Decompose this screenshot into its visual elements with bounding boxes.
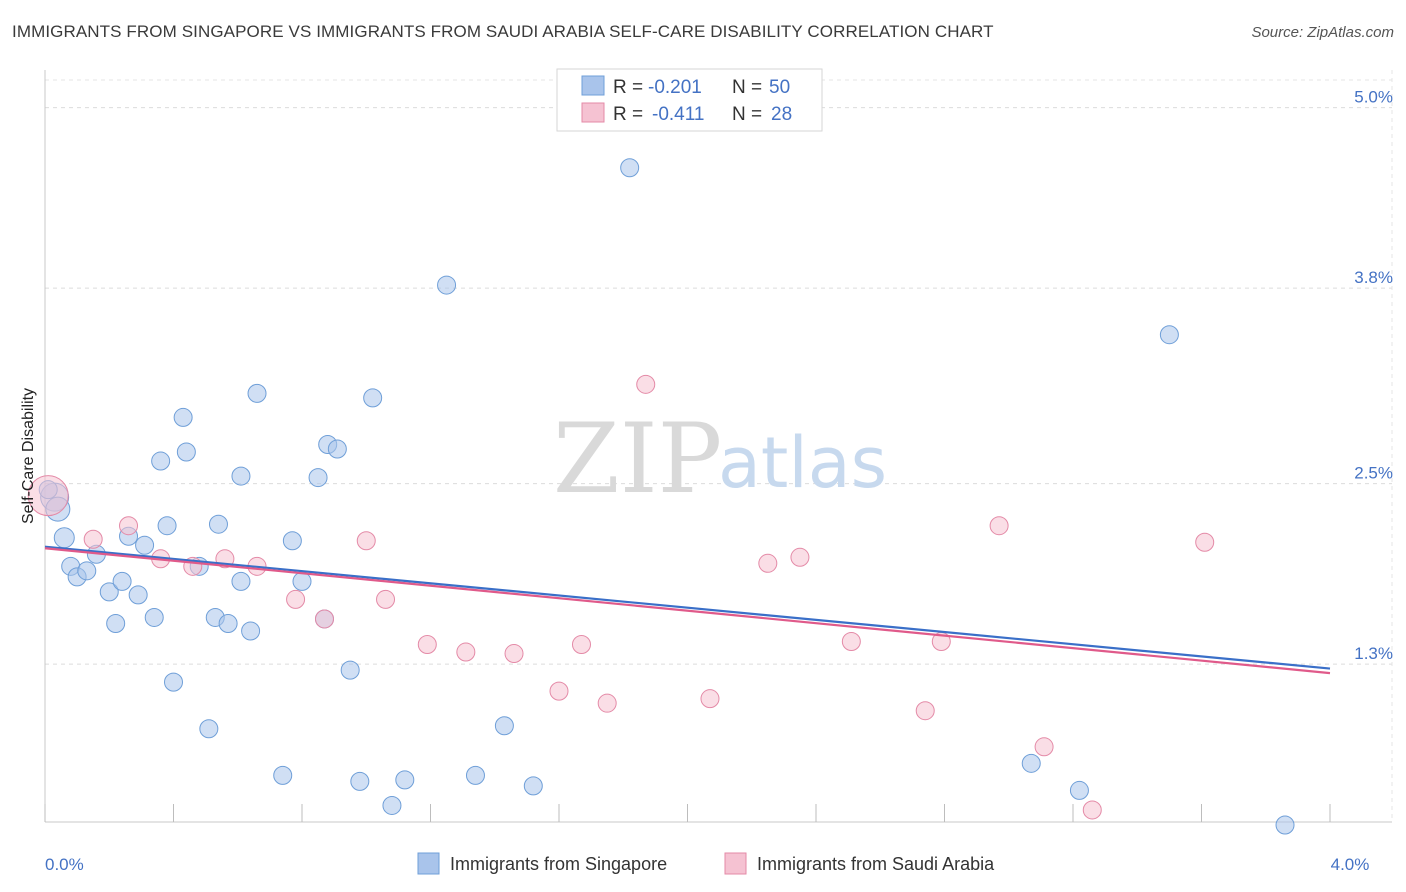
point-singapore — [247, 383, 267, 403]
point-saudi-arabia — [549, 681, 569, 701]
point-singapore — [106, 613, 126, 633]
legend-r-value-saudi: -0.411 — [652, 104, 704, 125]
point-singapore — [199, 719, 219, 739]
legend-r-value-singapore: -0.201 — [648, 77, 702, 98]
point-singapore — [1159, 325, 1179, 345]
point-singapore — [437, 275, 457, 295]
point-saudi-arabia — [989, 516, 1009, 536]
legend-swatch-saudi — [581, 102, 605, 123]
data-points — [27, 158, 1295, 835]
point-singapore — [53, 527, 75, 549]
point-singapore — [327, 439, 347, 459]
watermark-zip: ZIP — [553, 403, 722, 515]
point-singapore — [350, 771, 370, 791]
legend-swatch-singapore — [581, 75, 605, 96]
watermark-atlas: atlas — [718, 422, 887, 504]
legend-n-value-singapore: 50 — [769, 77, 790, 98]
chart-title: IMMIGRANTS FROM SINGAPORE VS IMMIGRANTS … — [12, 22, 994, 41]
point-saudi-arabia — [841, 632, 861, 652]
point-singapore — [282, 531, 302, 551]
point-saudi-arabia — [571, 635, 591, 655]
point-singapore — [1021, 753, 1041, 773]
x-tick-labels: 0.0% 4.0% — [45, 855, 1369, 874]
legend-n-label-2: N = — [732, 104, 762, 125]
point-saudi-arabia — [758, 553, 778, 573]
point-singapore — [208, 514, 228, 534]
point-singapore — [135, 535, 155, 555]
point-saudi-arabia — [1034, 737, 1054, 757]
point-singapore — [340, 660, 360, 680]
point-singapore — [1069, 780, 1089, 800]
point-singapore — [395, 770, 415, 790]
point-singapore — [231, 571, 251, 591]
point-saudi-arabia — [286, 589, 306, 609]
point-saudi-arabia — [83, 529, 103, 549]
point-singapore — [99, 582, 119, 602]
trend-line-singapore — [44, 545, 1331, 670]
x-tick-label: 4.0% — [1331, 855, 1370, 874]
point-saudi-arabia — [700, 689, 720, 709]
point-saudi-arabia — [636, 374, 656, 394]
point-singapore — [144, 607, 164, 627]
legend-r-label-2: R = — [613, 104, 643, 125]
source-credit: Source: ZipAtlas.com — [1251, 24, 1394, 41]
point-singapore — [465, 765, 485, 785]
point-saudi-arabia — [376, 589, 396, 609]
legend-n-value-saudi: 28 — [771, 104, 792, 125]
point-saudi-arabia — [356, 531, 376, 551]
series-legend-label-saudi: Immigrants from Saudi Arabia — [757, 854, 995, 874]
stats-legend: R = -0.201 N = 50 R = -0.411 N = 28 — [556, 68, 823, 132]
point-saudi-arabia — [790, 547, 810, 567]
point-singapore — [494, 716, 514, 736]
point-singapore — [231, 466, 251, 486]
point-singapore — [382, 795, 402, 815]
point-saudi-arabia — [1195, 532, 1215, 552]
point-saudi-arabia — [597, 693, 617, 713]
point-singapore — [523, 776, 543, 796]
watermark: ZIP atlas — [553, 403, 887, 515]
point-singapore — [363, 388, 383, 408]
point-singapore — [218, 613, 238, 633]
point-singapore — [176, 442, 196, 462]
y-tick-label: 2.5% — [1354, 464, 1393, 483]
y-tick-label: 1.3% — [1354, 644, 1393, 663]
point-saudi-arabia — [27, 475, 69, 517]
point-singapore — [308, 468, 328, 488]
y-tick-label: 3.8% — [1354, 268, 1393, 287]
point-saudi-arabia — [504, 644, 524, 664]
axes — [44, 70, 1392, 823]
point-singapore — [273, 765, 293, 785]
trend-lines — [44, 545, 1331, 675]
point-saudi-arabia — [314, 609, 334, 629]
series-legend-swatch-saudi — [724, 852, 747, 875]
y-tick-label: 5.0% — [1354, 88, 1393, 107]
x-tick-label: 0.0% — [45, 855, 84, 874]
point-saudi-arabia — [119, 516, 139, 536]
point-singapore — [292, 571, 312, 591]
series-legend-swatch-singapore — [417, 852, 440, 875]
point-singapore — [620, 158, 640, 178]
point-singapore — [173, 407, 193, 427]
point-singapore — [241, 621, 261, 641]
point-singapore — [128, 585, 148, 605]
y-axis-title: Self-Care Disability — [20, 388, 37, 524]
series-legend-label-singapore: Immigrants from Singapore — [450, 854, 667, 874]
point-saudi-arabia — [1082, 800, 1102, 820]
legend-r-label-1: R = — [613, 77, 643, 98]
y-tick-labels: 1.3% 2.5% 3.8% 5.0% — [1354, 88, 1393, 663]
legend-n-label-1: N = — [732, 77, 762, 98]
point-saudi-arabia — [915, 701, 935, 721]
gridlines — [45, 70, 1393, 822]
point-singapore — [112, 571, 132, 591]
series-legend: Immigrants from Singapore Immigrants fro… — [417, 852, 995, 875]
point-singapore — [1275, 815, 1295, 835]
point-singapore — [164, 672, 183, 692]
point-singapore — [151, 451, 171, 471]
point-saudi-arabia — [417, 635, 437, 655]
point-singapore — [157, 516, 177, 536]
trend-line-saudi-arabia — [44, 547, 1331, 675]
point-singapore — [77, 561, 97, 581]
point-saudi-arabia — [456, 642, 476, 662]
